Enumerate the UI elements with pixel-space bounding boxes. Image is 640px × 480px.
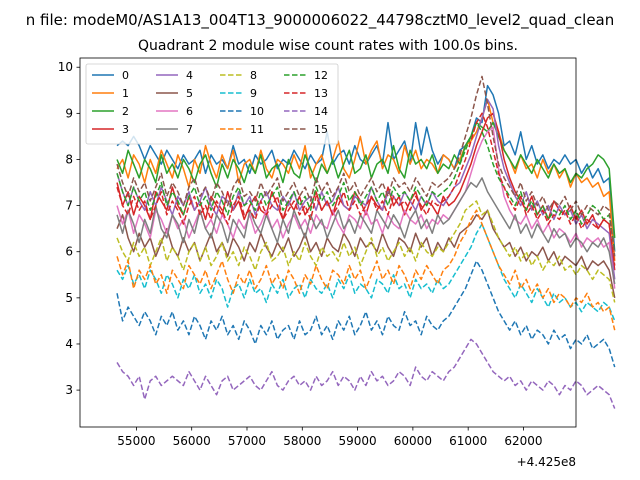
x-axis: 55000 56000 57000 58000 59000 60000 61000 62000	[117, 427, 543, 448]
y-tick-label: 3	[65, 383, 73, 397]
y-tick-label: 4	[65, 337, 73, 351]
legend-label-14: 14	[314, 105, 328, 118]
legend-label-0: 0	[122, 69, 129, 82]
legend-label-2: 2	[122, 105, 129, 118]
y-axis: 3 4 5 6 7 8 9 10	[58, 60, 80, 397]
legend-label-4: 4	[186, 69, 193, 82]
series-line-15	[116, 75, 616, 257]
y-tick-label: 7	[65, 199, 73, 213]
series-line-9	[116, 223, 616, 322]
legend-label-5: 5	[186, 87, 193, 100]
legend-label-6: 6	[186, 105, 193, 118]
y-tick-label: 8	[65, 152, 73, 166]
legend-label-11: 11	[250, 123, 264, 136]
series-line-11	[116, 209, 616, 331]
x-tick-label: 57000	[228, 434, 266, 448]
legend-label-15: 15	[314, 123, 328, 136]
x-tick-label: 56000	[173, 434, 211, 448]
legend-label-12: 12	[314, 69, 328, 82]
y-tick-label: 10	[58, 60, 73, 74]
series-line-1	[116, 98, 616, 262]
legend-label-8: 8	[250, 69, 257, 82]
series-line-2	[116, 121, 616, 238]
y-tick-label: 6	[65, 245, 73, 259]
legend-label-9: 9	[250, 87, 257, 100]
figure-suptitle: n file: modeM0/AS1A13_004T13_9000006022_…	[26, 11, 615, 30]
y-tick-label: 5	[65, 291, 73, 305]
legend-label-1: 1	[122, 87, 129, 100]
series-line-8	[116, 200, 616, 303]
series-line-7	[116, 177, 616, 285]
x-tick-label: 62000	[504, 434, 542, 448]
chart-title: Quadrant 2 module wise count rates with …	[138, 38, 518, 54]
x-tick-label: 59000	[338, 434, 376, 448]
legend-label-7: 7	[186, 123, 193, 136]
y-tick-label: 9	[65, 106, 73, 120]
legend-frame	[85, 63, 339, 145]
series-line-4	[116, 98, 616, 280]
x-tick-label: 55000	[117, 434, 155, 448]
plot-frame	[79, 57, 577, 428]
x-tick-label: 61000	[449, 434, 487, 448]
x-tick-label: 58000	[283, 434, 321, 448]
series-line-14	[116, 338, 616, 409]
legend-label-13: 13	[314, 87, 328, 100]
x-offset-label: +4.425e8	[517, 455, 576, 469]
series-layer	[116, 75, 616, 409]
x-tick-label: 60000	[394, 434, 432, 448]
series-line-10	[116, 260, 616, 368]
legend-label-3: 3	[122, 123, 129, 136]
series-line-12	[116, 121, 616, 252]
series-line-13	[116, 112, 616, 266]
legend-label-10: 10	[250, 105, 264, 118]
